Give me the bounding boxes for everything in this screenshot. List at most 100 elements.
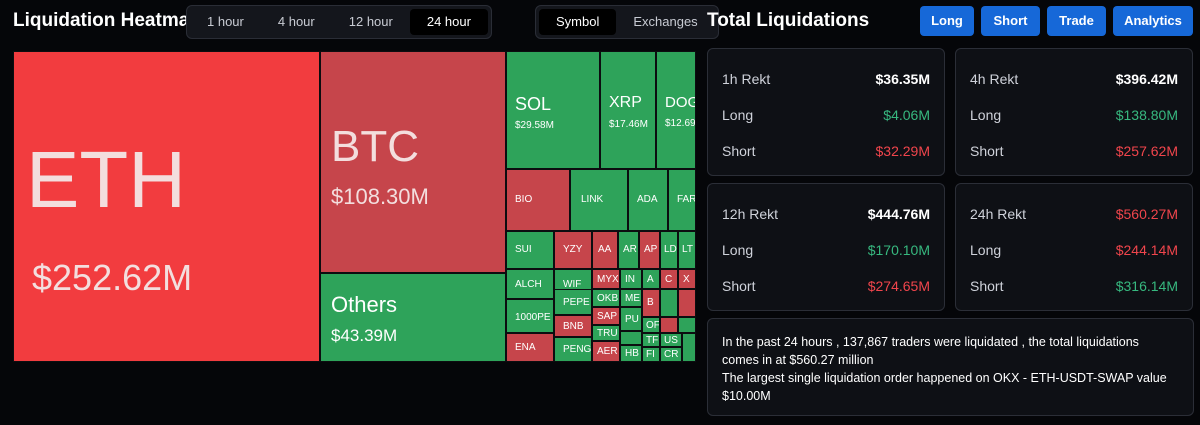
tile-symbol: IN (625, 274, 635, 285)
timeframe-1h[interactable]: 1 hour (207, 14, 244, 29)
tile-alch[interactable]: ALCH (506, 269, 554, 299)
tile-in[interactable]: IN (620, 269, 642, 289)
tile-1000pepe[interactable]: 1000PE (506, 299, 554, 333)
tile-symbol: A (647, 274, 654, 285)
tile-symbol: C (665, 274, 673, 285)
tile-doge[interactable]: DOG $12.69 (656, 51, 696, 169)
summary-line-total: In the past 24 hours , 137,867 traders w… (722, 335, 1139, 367)
tile-symbol: B (647, 297, 654, 308)
short-button[interactable]: Short (981, 6, 1040, 36)
tile-yzy[interactable]: YZY (554, 231, 592, 269)
tile-ap[interactable]: AP (639, 231, 660, 269)
trade-button[interactable]: Trade (1047, 6, 1106, 36)
tile-symbol: PENG (563, 344, 592, 355)
tile-ar[interactable]: AR (618, 231, 639, 269)
tile-us[interactable]: US (660, 333, 682, 347)
card-total: $444.76M (867, 206, 930, 222)
tile-link[interactable]: LINK (570, 169, 628, 231)
tile-sap[interactable]: SAP (592, 307, 620, 325)
tile-symbol: YZY (563, 244, 583, 255)
tile-b[interactable]: B (642, 289, 660, 317)
tile-hb[interactable]: HB (620, 345, 642, 362)
tile-c[interactable]: C (660, 269, 678, 289)
liquidation-summary: In the past 24 hours , 137,867 traders w… (707, 318, 1194, 416)
tile-symbol: BNB (563, 321, 584, 332)
tile-sol[interactable]: SOL $29.58M (506, 51, 600, 169)
tile-sui[interactable]: SUI (506, 231, 554, 269)
tile-symbol: OKB (597, 293, 619, 304)
tile-small-3[interactable] (660, 317, 678, 333)
tile-small-1[interactable] (660, 289, 678, 317)
tile-symbol: TRU (597, 328, 618, 339)
tile-symbol: PEPE (563, 297, 590, 308)
tile-symbol: FI (646, 349, 655, 360)
tile-small-5[interactable] (682, 333, 696, 362)
tile-value: $252.62M (32, 257, 193, 298)
tile-aer[interactable]: AER (592, 341, 620, 362)
tile-symbol: AER (597, 346, 618, 357)
tile-symbol: AR (623, 244, 637, 255)
tile-symbol: ALCH (515, 279, 542, 290)
tile-eth[interactable]: ETH $252.62M (13, 51, 320, 362)
tile-symbol: SOL (515, 94, 552, 114)
long-value: $170.10M (867, 242, 930, 258)
heatmap-title: Liquidation Heatmap (13, 10, 201, 31)
tile-symbol: BIO (515, 194, 533, 205)
tile-x[interactable]: X (678, 269, 696, 289)
tile-lt[interactable]: LT (678, 231, 696, 269)
stat-card-24h: 24h Rekt $560.27M Long $244.14M Short $316.… (955, 183, 1193, 311)
tile-symbol: HB (625, 348, 639, 359)
tile-bnb[interactable]: BNB (554, 315, 592, 337)
tile-okb[interactable]: OKB (592, 289, 620, 307)
tile-fart[interactable]: FART (668, 169, 696, 231)
long-value: $244.14M (1115, 242, 1178, 258)
tile-aa[interactable]: AA (592, 231, 618, 269)
card-title: 24h Rekt (970, 206, 1027, 222)
tile-symbol: ADA (637, 194, 658, 205)
card-total: $396.42M (1115, 71, 1178, 87)
tile-symbol: OF (646, 320, 660, 331)
tile-symbol: AA (598, 244, 612, 255)
timeframe-4h[interactable]: 4 hour (277, 14, 315, 29)
card-total: $36.35M (875, 71, 930, 87)
tile-pepe[interactable]: PEPE (554, 289, 592, 315)
view-symbol[interactable]: Symbol (539, 9, 617, 35)
tile-symbol: 1000PE (515, 312, 551, 323)
tile-value: $12.69 (665, 118, 696, 129)
card-total: $560.27M (1115, 206, 1178, 222)
long-button[interactable]: Long (920, 6, 974, 36)
tile-btc[interactable]: BTC $108.30M (320, 51, 506, 273)
tile-symbol: XRP (609, 94, 642, 111)
tile-small-2[interactable] (678, 289, 696, 317)
tile-bio[interactable]: BIO (506, 169, 570, 231)
tile-me[interactable]: ME (620, 289, 642, 307)
short-value: $257.62M (1115, 143, 1178, 159)
timeframe-24h[interactable]: 24 hour (409, 9, 488, 35)
tile-others[interactable]: Others $43.39M (320, 273, 506, 362)
tile-myx[interactable]: MYX (592, 269, 620, 289)
tile-peng[interactable]: PENG (554, 337, 592, 362)
tile-xrp[interactable]: XRP $17.46M (600, 51, 656, 169)
short-label: Short (722, 143, 756, 159)
long-value: $138.80M (1115, 107, 1178, 123)
tile-tf[interactable]: TF (642, 333, 660, 347)
tile-pu[interactable]: PU (620, 307, 642, 331)
long-label: Long (970, 242, 1002, 258)
tile-ld[interactable]: LD (660, 231, 678, 269)
tile-hb-top[interactable] (620, 331, 642, 345)
tile-tru[interactable]: TRU (592, 325, 620, 341)
tile-symbol: ENA (515, 342, 536, 353)
view-exchanges[interactable]: Exchanges (633, 14, 698, 29)
tile-fi[interactable]: FI (642, 347, 660, 362)
analytics-button[interactable]: Analytics (1113, 6, 1193, 36)
tile-cr[interactable]: CR (660, 347, 682, 362)
tile-value: $108.30M (331, 184, 429, 209)
timeframe-12h[interactable]: 12 hour (348, 14, 393, 29)
tile-small-4[interactable] (678, 317, 696, 333)
tile-a[interactable]: A (642, 269, 660, 289)
tile-value: $43.39M (331, 326, 398, 345)
tile-ada[interactable]: ADA (628, 169, 668, 231)
tile-symbol: BTC (331, 122, 419, 171)
tile-of[interactable]: OF (642, 317, 660, 333)
tile-ena[interactable]: ENA (506, 333, 554, 362)
